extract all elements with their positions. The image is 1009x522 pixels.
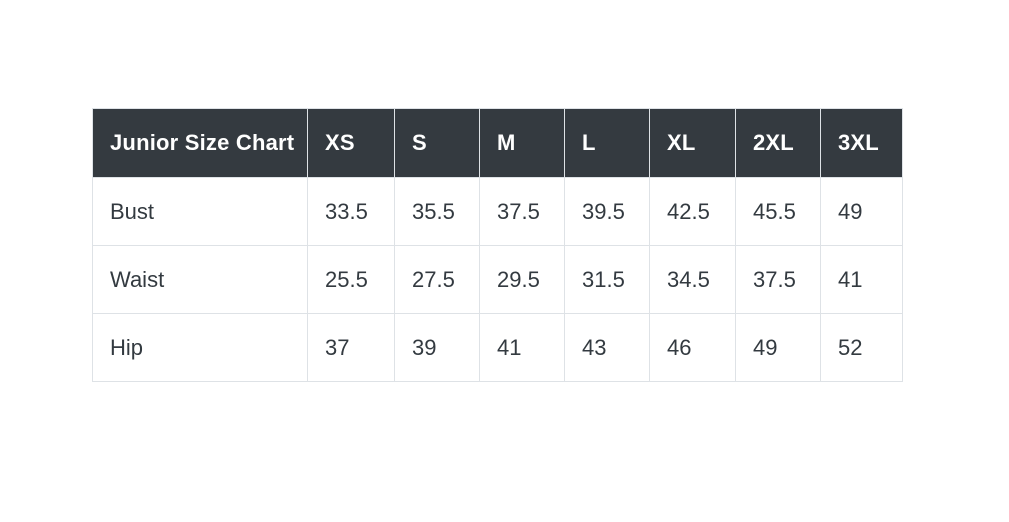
table-cell: 29.5 <box>479 245 565 314</box>
table-cell: 41 <box>820 245 903 314</box>
table-cell: 41 <box>479 313 565 382</box>
table-cell: 34.5 <box>649 245 736 314</box>
column-header-m: M <box>479 108 565 178</box>
junior-size-chart-table: Junior Size Chart XS S M L XL 2XL 3XL Bu… <box>92 108 903 382</box>
column-header-l: L <box>564 108 650 178</box>
table-cell: 45.5 <box>735 177 821 246</box>
column-header-3xl: 3XL <box>820 108 903 178</box>
column-header-s: S <box>394 108 480 178</box>
header-row: Junior Size Chart XS S M L XL 2XL 3XL <box>92 108 903 178</box>
table-cell: 37.5 <box>735 245 821 314</box>
column-header-xl: XL <box>649 108 736 178</box>
table-row-waist: Waist 25.5 27.5 29.5 31.5 34.5 37.5 41 <box>92 245 903 314</box>
table-cell: 25.5 <box>307 245 395 314</box>
table-cell: 49 <box>820 177 903 246</box>
row-label-hip: Hip <box>92 313 308 382</box>
table-cell: 33.5 <box>307 177 395 246</box>
table-cell: 46 <box>649 313 736 382</box>
row-label-waist: Waist <box>92 245 308 314</box>
table-cell: 52 <box>820 313 903 382</box>
column-header-2xl: 2XL <box>735 108 821 178</box>
table-cell: 39 <box>394 313 480 382</box>
table-cell: 39.5 <box>564 177 650 246</box>
table-cell: 27.5 <box>394 245 480 314</box>
column-header-xs: XS <box>307 108 395 178</box>
row-label-bust: Bust <box>92 177 308 246</box>
table-cell: 43 <box>564 313 650 382</box>
table-cell: 49 <box>735 313 821 382</box>
table-title-cell: Junior Size Chart <box>92 108 308 178</box>
table-row-hip: Hip 37 39 41 43 46 49 52 <box>92 313 903 382</box>
table-cell: 35.5 <box>394 177 480 246</box>
table-cell: 42.5 <box>649 177 736 246</box>
table-cell: 37 <box>307 313 395 382</box>
table-row-bust: Bust 33.5 35.5 37.5 39.5 42.5 45.5 49 <box>92 177 903 246</box>
table-cell: 31.5 <box>564 245 650 314</box>
table-cell: 37.5 <box>479 177 565 246</box>
